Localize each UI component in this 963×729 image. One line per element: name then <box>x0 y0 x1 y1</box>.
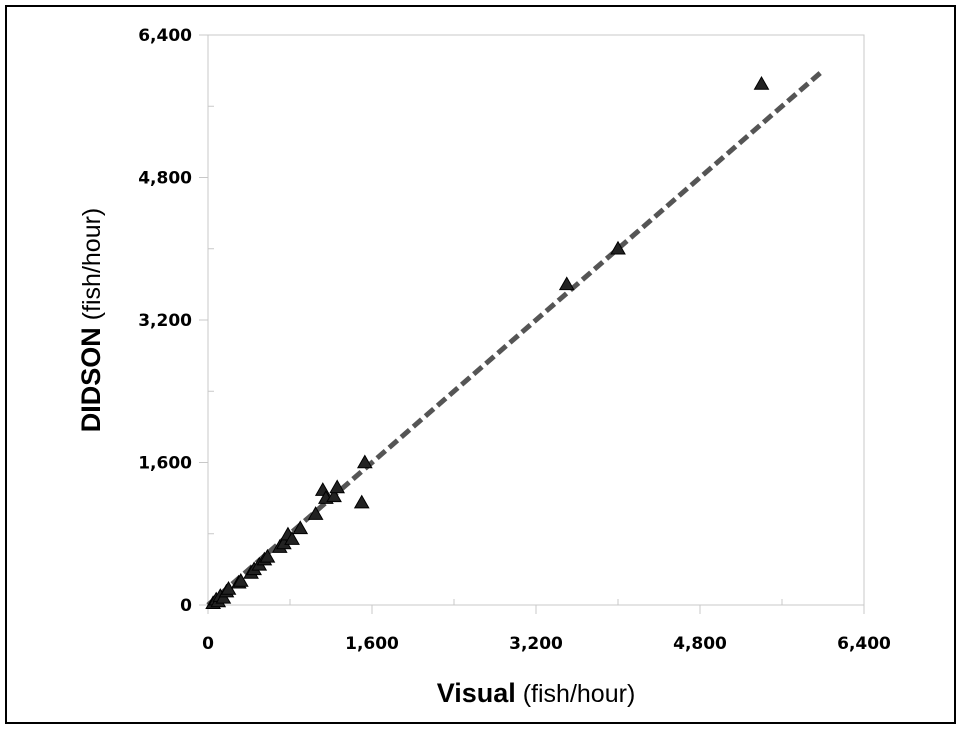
data-point <box>329 479 346 494</box>
y-axis-label: DIDSON (fish/hour) <box>76 208 106 433</box>
data-point <box>610 240 626 255</box>
data-point <box>232 572 249 587</box>
y-tick-label: 1,600 <box>138 454 192 474</box>
data-markers <box>205 75 770 609</box>
y-tick-label: 0 <box>180 596 192 616</box>
data-point <box>753 75 770 90</box>
x-tick-label: 6,400 <box>837 634 891 654</box>
data-point <box>307 506 324 520</box>
data-point <box>326 488 342 503</box>
y-tick-label: 6,400 <box>138 26 192 46</box>
x-tick-label: 3,200 <box>509 634 563 654</box>
tick-labels: 00 1,600 1,600 3,200 3,200 4,800 4,800 6,400 6,4… <box>138 26 891 654</box>
data-point <box>292 520 309 535</box>
x-axis-label: Visual (fish/hour) <box>437 678 636 708</box>
x-tick-label: 4,800 <box>673 634 727 654</box>
data-point <box>356 454 373 469</box>
y-tick-label: 3,200 <box>138 311 192 331</box>
data-point <box>259 548 276 563</box>
chart-frame <box>5 5 956 724</box>
axis-ticks <box>199 34 865 614</box>
data-point <box>284 531 300 545</box>
x-tick-label: 1,600 <box>345 634 399 654</box>
data-point <box>353 494 370 509</box>
data-point <box>558 276 575 291</box>
x-tick-label: 0 <box>202 634 214 654</box>
y-tick-label: 4,800 <box>138 169 192 189</box>
